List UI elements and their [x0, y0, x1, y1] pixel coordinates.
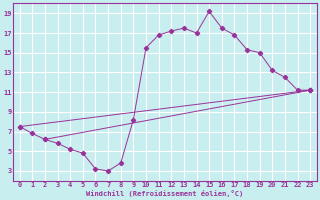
X-axis label: Windchill (Refroidissement éolien,°C): Windchill (Refroidissement éolien,°C)	[86, 190, 244, 197]
